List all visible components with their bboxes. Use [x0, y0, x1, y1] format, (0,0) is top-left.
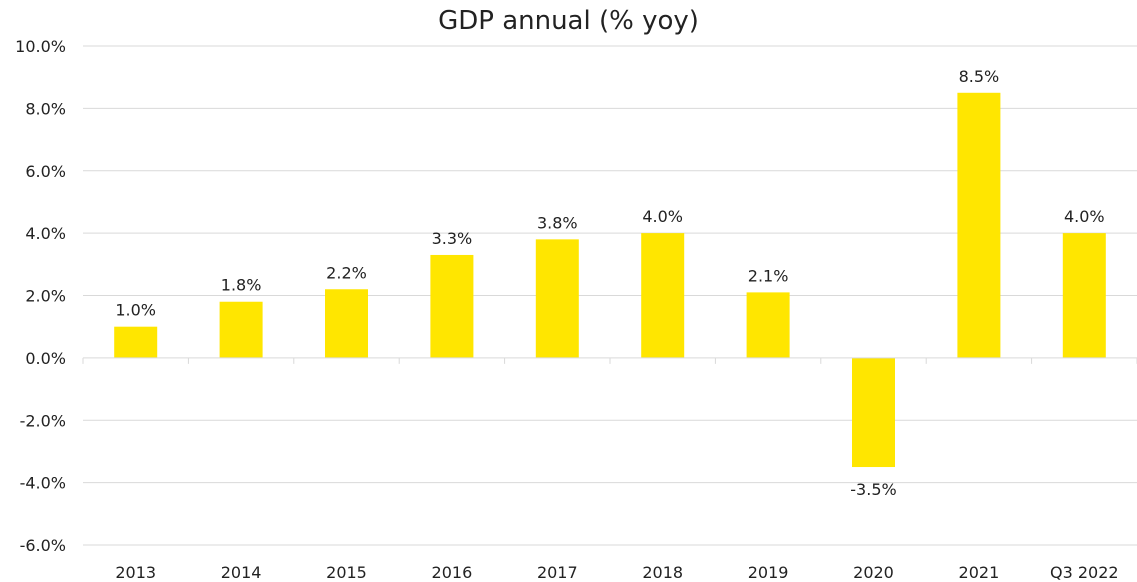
- bar-2018: [641, 233, 685, 358]
- data-label: -3.5%: [850, 480, 896, 499]
- bar-2016: [430, 254, 474, 358]
- y-tick-label: 0.0%: [25, 349, 66, 368]
- data-label: 2.2%: [326, 263, 367, 282]
- x-category-label: 2015: [326, 563, 367, 582]
- bars: [114, 92, 1106, 468]
- x-category-label: 2017: [537, 563, 578, 582]
- x-category-label: 2018: [642, 563, 683, 582]
- bar-q3-2022: [1062, 233, 1106, 358]
- bar-2021: [957, 92, 1001, 358]
- x-category-label: 2019: [748, 563, 789, 582]
- data-label: 8.5%: [959, 67, 1000, 86]
- x-category-label: 2021: [959, 563, 1000, 582]
- data-label: 4.0%: [642, 207, 683, 226]
- data-label: 3.3%: [432, 229, 473, 248]
- y-tick-label: -6.0%: [20, 536, 66, 555]
- bar-2015: [325, 289, 368, 358]
- x-category-label: 2014: [221, 563, 262, 582]
- x-category-label: 2016: [432, 563, 473, 582]
- y-axis-tick-labels: 10.0% 8.0% 6.0% 4.0% 2.0% 0.0% -2.0% -4.0% -6.0%: [15, 37, 66, 555]
- bar-2019: [746, 292, 790, 358]
- data-label: 1.8%: [221, 276, 262, 295]
- zero-axis: [82, 357, 1137, 364]
- y-tick-label: 4.0%: [25, 224, 66, 243]
- bar-2014: [219, 301, 263, 358]
- y-tick-label: 10.0%: [15, 37, 66, 56]
- x-category-label: 2013: [115, 563, 156, 582]
- data-label: 3.8%: [537, 213, 578, 232]
- data-label: 4.0%: [1064, 207, 1105, 226]
- chart-title: GDP annual (% yoy): [438, 6, 699, 36]
- bar-2013: [114, 326, 158, 358]
- x-axis-category-labels: 2013 2014 2015 2016 2017 2018 2019 2020 2021 Q3 2…: [115, 563, 1118, 582]
- data-labels: 1.0% 1.8% 2.2% 3.3% 3.8% 4.0% 2.1% -3.5% 8.5% 4.0…: [115, 67, 1104, 499]
- y-tick-label: -4.0%: [20, 474, 66, 493]
- bar-2020: [852, 357, 895, 468]
- y-tick-label: -2.0%: [20, 411, 66, 430]
- y-tick-label: 8.0%: [25, 99, 66, 118]
- y-tick-label: 6.0%: [25, 162, 66, 181]
- x-category-label: Q3 2022: [1050, 563, 1119, 582]
- data-label: 1.0%: [115, 301, 156, 320]
- bar-2017: [535, 239, 579, 358]
- x-category-label: 2020: [853, 563, 894, 582]
- data-label: 2.1%: [748, 266, 789, 285]
- gridlines: [83, 45, 1137, 546]
- y-tick-label: 2.0%: [25, 287, 66, 306]
